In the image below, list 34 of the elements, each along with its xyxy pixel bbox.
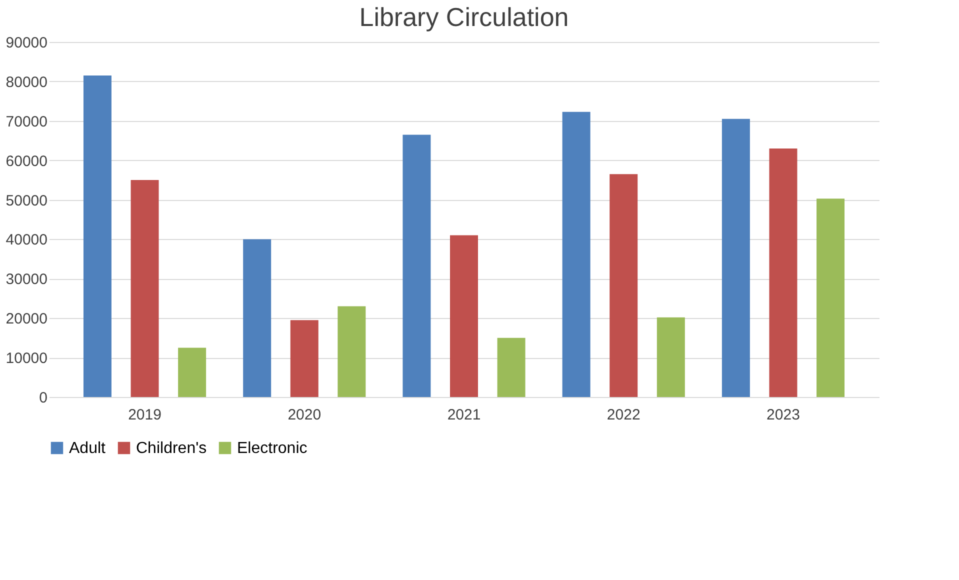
bar xyxy=(83,76,112,397)
x-tick-label: 2019 xyxy=(128,406,162,424)
bar xyxy=(722,118,750,397)
bar xyxy=(290,320,318,397)
bar xyxy=(816,198,845,397)
bar xyxy=(178,348,206,397)
bar xyxy=(338,306,366,397)
x-tick-label: 2023 xyxy=(766,406,800,424)
bar xyxy=(656,317,685,397)
y-tick-label: 0 xyxy=(39,390,48,406)
bar xyxy=(497,338,526,397)
x-tick-label: 2021 xyxy=(447,406,481,424)
y-tick-label: 70000 xyxy=(6,113,48,130)
y-tick-label: 50000 xyxy=(6,192,48,210)
bar xyxy=(562,112,590,397)
chart-title: Library Circulation xyxy=(359,2,569,32)
bar xyxy=(130,180,159,397)
legend-label: Children's xyxy=(136,440,207,457)
x-tick-label: 2020 xyxy=(288,406,322,424)
y-tick-label: 10000 xyxy=(6,350,48,368)
y-tick-label: 20000 xyxy=(6,310,48,328)
y-tick-label: 40000 xyxy=(6,232,48,249)
y-tick-label: 30000 xyxy=(6,271,48,288)
bar xyxy=(450,235,478,397)
y-tick-label: 80000 xyxy=(6,74,48,91)
y-tick-label: 60000 xyxy=(6,152,48,170)
x-tick-label: 2022 xyxy=(606,406,640,424)
bar xyxy=(769,148,798,397)
y-tick-label: 90000 xyxy=(6,34,48,52)
bar xyxy=(243,239,272,397)
legend-label: Electronic xyxy=(237,440,308,457)
legend-label: Adult xyxy=(69,440,106,457)
bar xyxy=(610,174,638,397)
bar xyxy=(402,134,431,397)
